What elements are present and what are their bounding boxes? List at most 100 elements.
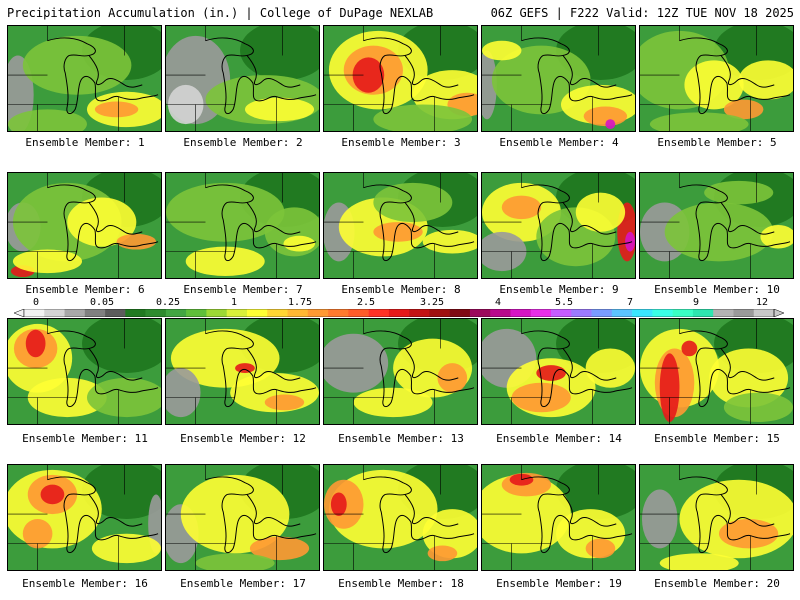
- scale-swatch: [510, 309, 532, 317]
- scale-swatch: [348, 309, 369, 317]
- precip-area: [536, 365, 566, 381]
- coastline: [88, 202, 143, 235]
- precip-area: [583, 106, 628, 127]
- scale-swatch: [733, 309, 755, 317]
- precip-area: [681, 340, 698, 357]
- scale-swatch: [551, 309, 572, 317]
- state-borders: [324, 173, 441, 278]
- precip-area: [585, 348, 635, 388]
- coastline: [404, 55, 459, 88]
- ensemble-map-panel: [323, 318, 478, 425]
- coastline: [720, 202, 775, 235]
- state-borders: [8, 465, 125, 570]
- coastline: [246, 348, 301, 381]
- coastline: [404, 494, 459, 527]
- scale-swatch: [246, 309, 268, 317]
- ensemble-member-label: Ensemble Member: 12: [180, 432, 306, 445]
- state-borders: [8, 319, 125, 424]
- ensemble-member-label: Ensemble Member: 20: [654, 577, 780, 590]
- precip-area: [195, 553, 275, 570]
- scale-tick-label: 1: [230, 297, 238, 308]
- scale-swatch: [125, 309, 146, 317]
- coastline: [88, 494, 143, 527]
- scale-swatch: [64, 309, 86, 317]
- precip-area: [704, 180, 774, 205]
- state-borders: [166, 319, 283, 424]
- coastline: [246, 494, 301, 527]
- scale-min-arrow: [14, 309, 25, 317]
- precip-area: [40, 484, 65, 505]
- scale-swatch: [652, 309, 673, 317]
- ensemble-map-panel: [165, 25, 320, 132]
- precip-area: [373, 182, 453, 223]
- precip-area: [86, 377, 161, 418]
- scale-swatch: [530, 309, 552, 317]
- coastline: [246, 202, 301, 235]
- state-borders: [640, 465, 757, 570]
- state-borders: [482, 465, 599, 570]
- scale-swatch: [388, 309, 410, 317]
- precip-area: [8, 109, 87, 131]
- ensemble-member-label: Ensemble Member: 5: [657, 136, 777, 149]
- precip-area: [625, 231, 635, 252]
- scale-swatch: [469, 309, 491, 317]
- ensemble-map-panel: [323, 464, 478, 571]
- ensemble-member-label: Ensemble Member: 8: [341, 283, 461, 296]
- precip-area: [422, 229, 477, 254]
- ensemble-member-label: Ensemble Member: 15: [654, 432, 780, 445]
- scale-swatch: [226, 309, 248, 317]
- state-borders: [640, 319, 757, 424]
- scale-swatch: [206, 309, 228, 317]
- precip-area: [330, 492, 347, 517]
- precip-area: [649, 112, 749, 131]
- ensemble-map-panel: [639, 172, 794, 279]
- scale-swatch: [692, 309, 714, 317]
- state-borders: [640, 173, 757, 278]
- precip-area: [664, 202, 774, 262]
- scale-swatch: [611, 309, 633, 317]
- precip-area: [575, 192, 626, 232]
- scale-swatch: [24, 309, 45, 317]
- ensemble-member-label: Ensemble Member: 9: [499, 283, 619, 296]
- precip-area: [25, 329, 46, 358]
- scale-tick-label: 0.05: [89, 297, 115, 308]
- scale-swatch: [287, 309, 309, 317]
- precip-area: [116, 233, 157, 250]
- scale-swatch: [267, 309, 288, 317]
- scale-swatch: [105, 309, 126, 317]
- precip-area: [170, 328, 280, 388]
- ensemble-map-panel: [481, 172, 636, 279]
- scale-swatch: [409, 309, 430, 317]
- precip-area: [91, 533, 161, 564]
- ensemble-map-panel: [323, 25, 478, 132]
- ensemble-member-label: Ensemble Member: 6: [25, 283, 145, 296]
- precip-area: [244, 97, 315, 122]
- precip-area: [22, 35, 132, 95]
- precip-area: [235, 363, 255, 373]
- state-borders: [166, 465, 283, 570]
- coastline: [720, 55, 775, 88]
- precip-area: [67, 197, 137, 247]
- scale-swatch: [672, 309, 694, 317]
- ensemble-member-label: Ensemble Member: 10: [654, 283, 780, 296]
- state-borders: [640, 26, 757, 131]
- precip-area: [585, 538, 616, 559]
- coastline: [246, 55, 301, 88]
- ensemble-member-label: Ensemble Member: 1: [25, 136, 145, 149]
- ensemble-member-label: Ensemble Member: 18: [338, 577, 464, 590]
- coastline: [562, 55, 617, 88]
- coastline: [562, 202, 617, 235]
- scale-swatch: [368, 309, 390, 317]
- precip-area: [353, 387, 433, 418]
- scale-tick-label: 0.25: [155, 297, 181, 308]
- scale-tick-label: 12: [755, 297, 769, 308]
- precip-area: [352, 57, 385, 93]
- precip-area: [185, 246, 265, 277]
- coastline: [404, 202, 459, 235]
- ensemble-map-panel: [7, 318, 162, 425]
- ensemble-map-panel: [481, 464, 636, 571]
- state-borders: [482, 26, 599, 131]
- precip-area: [373, 104, 473, 131]
- precip-area: [264, 394, 305, 411]
- ensemble-member-label: Ensemble Member: 2: [183, 136, 303, 149]
